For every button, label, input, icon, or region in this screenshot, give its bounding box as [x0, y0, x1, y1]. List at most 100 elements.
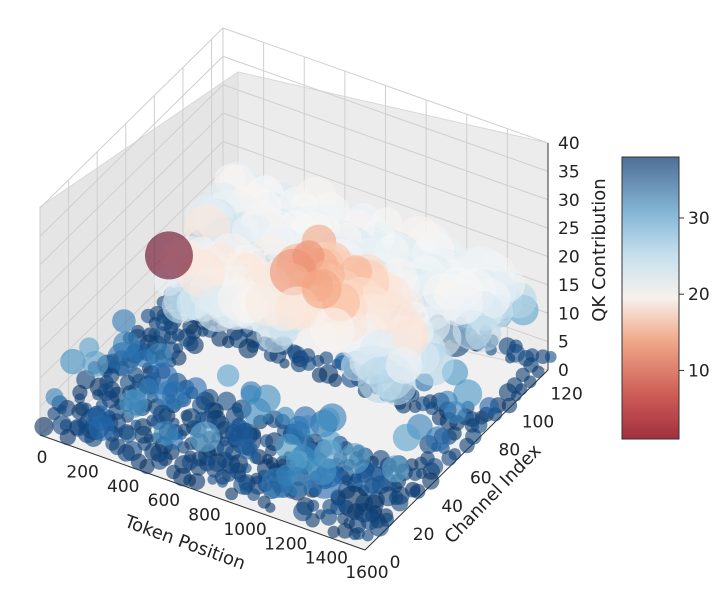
data-point [422, 472, 440, 490]
colorbar: 10 20 30 [621, 156, 710, 440]
z-tick-label: 20 [558, 248, 580, 268]
data-point [459, 437, 475, 454]
z-axis-label: QK Contribution [589, 178, 610, 321]
data-point [246, 340, 259, 353]
data-point [276, 406, 295, 425]
data-point [531, 365, 545, 379]
data-point [109, 438, 126, 456]
x-tick-label: 1400 [305, 549, 348, 569]
data-point [241, 463, 252, 474]
data-point [409, 485, 421, 497]
data-point [453, 379, 483, 409]
data-point [217, 476, 228, 488]
data-point [293, 501, 313, 522]
data-point [391, 494, 409, 512]
data-point [154, 380, 185, 411]
y-tick-label: 60 [470, 469, 492, 489]
y-tick-label: 20 [413, 525, 435, 545]
data-point [59, 429, 76, 446]
data-point [139, 458, 155, 475]
data-point [311, 367, 328, 383]
y-tick-label: 0 [390, 553, 401, 573]
scatter-markers [34, 161, 557, 542]
data-point [60, 348, 86, 375]
data-point [119, 389, 148, 418]
data-point [194, 411, 207, 424]
data-point [352, 527, 365, 540]
data-point [479, 397, 500, 417]
x-tick-label: 600 [148, 491, 180, 511]
data-point [260, 434, 274, 448]
z-tick-label: 30 [558, 191, 580, 211]
data-point [183, 335, 199, 352]
x-axis-line [39, 434, 366, 551]
data-point [426, 458, 444, 476]
data-point [74, 393, 86, 404]
y-tick-label: 100 [522, 412, 554, 432]
data-point [151, 452, 169, 470]
data-point [82, 350, 109, 377]
z-tick-label: 0 [558, 361, 569, 381]
x-tick-label: 0 [37, 448, 48, 468]
data-point [441, 450, 457, 466]
z-tick-label: 25 [558, 219, 580, 239]
data-point [237, 439, 258, 460]
data-point [185, 377, 207, 399]
data-point [166, 464, 181, 480]
colorbar-tick-label: 30 [688, 209, 710, 229]
data-point [34, 417, 54, 437]
data-point [216, 364, 240, 387]
colorbar-ticks: 10 20 30 [679, 209, 710, 381]
data-point [523, 375, 537, 389]
y-tick-label: 80 [499, 441, 521, 461]
x-tick-label: 1200 [264, 534, 307, 554]
data-point [392, 318, 430, 357]
x-tick-label: 400 [107, 477, 139, 497]
data-point [207, 474, 218, 485]
data-point [301, 356, 317, 371]
data-point [444, 401, 467, 424]
x-tick-label: 800 [188, 506, 220, 526]
data-point [362, 529, 374, 542]
data-point [145, 231, 193, 280]
data-point [385, 347, 423, 384]
data-point [265, 502, 276, 513]
x-tick-label: 1000 [223, 520, 266, 540]
data-point [501, 397, 518, 414]
x-tick-label: 200 [66, 462, 98, 482]
data-point [339, 443, 371, 474]
colorbar-gradient [621, 156, 680, 440]
data-point [138, 378, 159, 398]
z-tick-label: 35 [558, 162, 580, 182]
z-tick-labels: 0 5 10 15 20 25 30 35 40 [558, 134, 580, 381]
data-point [381, 455, 409, 483]
data-point [206, 460, 224, 478]
data-point [239, 482, 253, 496]
data-point [309, 307, 355, 353]
colorbar-tick-label: 10 [688, 361, 710, 381]
data-point [153, 421, 179, 446]
data-point [307, 456, 337, 486]
data-point [279, 358, 290, 369]
data-point [188, 473, 206, 490]
data-point [189, 421, 221, 452]
z-tick-label: 40 [558, 134, 580, 154]
data-point [88, 414, 115, 441]
z-tick-label: 15 [558, 276, 580, 296]
data-point [425, 426, 451, 452]
data-point [119, 425, 137, 443]
x-tick-label: 1600 [345, 563, 388, 583]
data-point [222, 335, 235, 349]
data-point [316, 407, 340, 432]
data-point [544, 351, 557, 363]
data-point [261, 467, 292, 499]
data-point [301, 269, 342, 309]
data-point [242, 397, 272, 426]
data-point [112, 309, 136, 333]
z-tick-label: 5 [558, 333, 569, 353]
data-point [505, 353, 516, 364]
data-point [146, 342, 173, 369]
data-point [415, 396, 431, 412]
